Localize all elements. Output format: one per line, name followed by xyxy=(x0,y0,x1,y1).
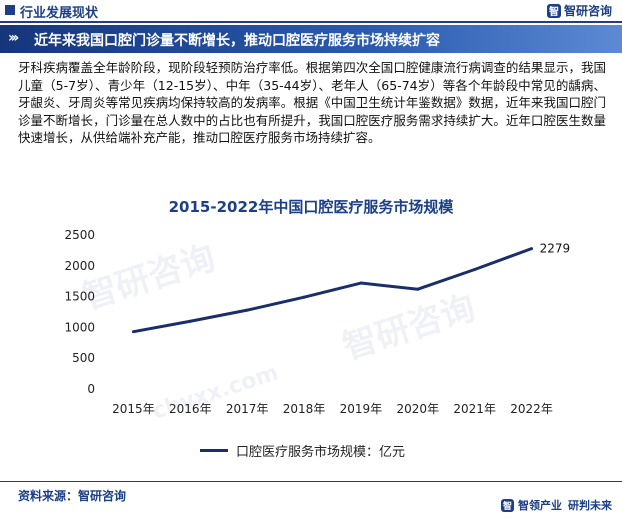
x-tick-label: 2018年 xyxy=(283,402,326,416)
footer-slogan: 智 智领产业 研判未来 xyxy=(501,497,612,513)
data-point xyxy=(416,287,420,291)
y-axis: 0 500 1000 1500 2000 2500 xyxy=(64,228,95,396)
y-tick-label: 1000 xyxy=(64,320,95,334)
series-layer: 2279 xyxy=(131,242,571,334)
legend-label: 口腔医疗服务市场规模：亿元 xyxy=(236,445,406,460)
source-note: 资料来源：智研咨询 xyxy=(18,489,127,503)
headline-banner: ››› 近年来我国口腔门诊量不断增长，推动口腔医疗服务市场持续扩容 xyxy=(0,25,622,53)
chart-legend: 口腔医疗服务市场规模：亿元 xyxy=(200,441,405,460)
data-point xyxy=(359,281,363,285)
section-title: 行业发展现状 xyxy=(20,6,99,21)
chevron-right-icon: ››› xyxy=(8,30,19,46)
slogan-left: 智领产业 xyxy=(518,499,562,512)
line-chart: 0 500 1000 1500 2000 2500 2015年 2016年 2017年 2018… xyxy=(64,228,571,416)
x-tick-label: 2017年 xyxy=(226,402,269,416)
x-tick-label: 2015年 xyxy=(112,402,155,416)
header-square-icon xyxy=(5,5,15,15)
top-header: 行业发展现状 智 智研咨询 xyxy=(0,0,622,22)
body-paragraph: 牙科疾病覆盖全年龄阶段，现阶段轻预防治疗率低。根据第四次全国口腔健康流行病调查的… xyxy=(18,60,606,145)
legend-swatch xyxy=(200,449,228,452)
data-point xyxy=(302,295,306,299)
slogan-right: 研判未来 xyxy=(568,499,612,512)
banner-title: 近年来我国口腔门诊量不断增长，推动口腔医疗服务市场持续扩容 xyxy=(34,33,440,49)
x-tick-label: 2019年 xyxy=(340,402,383,416)
y-tick-label: 0 xyxy=(87,382,95,396)
header-divider xyxy=(0,21,622,23)
x-tick-label: 2020年 xyxy=(397,402,440,416)
chart-title: 2015-2022年中国口腔医疗服务市场规模 xyxy=(168,198,454,216)
x-tick-label: 2021年 xyxy=(453,402,496,416)
brand-logo: 智 智研咨询 xyxy=(546,2,612,19)
data-label: 2279 xyxy=(540,242,571,256)
series-line xyxy=(133,247,533,334)
data-point xyxy=(131,330,135,334)
y-tick-label: 1500 xyxy=(64,290,95,304)
y-tick-label: 500 xyxy=(72,351,95,365)
x-axis: 2015年 2016年 2017年 2018年 2019年 2020年 2021年 2022年 xyxy=(112,402,553,416)
brand-name: 智研咨询 xyxy=(563,4,612,18)
x-tick-label: 2022年 xyxy=(510,402,553,416)
data-point xyxy=(473,267,477,271)
x-tick-label: 2016年 xyxy=(169,402,212,416)
y-tick-label: 2500 xyxy=(64,228,95,242)
data-point xyxy=(530,247,534,251)
footer-divider xyxy=(0,481,622,482)
data-point xyxy=(188,319,192,323)
brand-logo-icon: 智 xyxy=(546,3,561,18)
brand-logo-icon: 智 xyxy=(501,498,514,512)
data-point xyxy=(245,308,249,312)
y-tick-label: 2000 xyxy=(64,259,95,273)
